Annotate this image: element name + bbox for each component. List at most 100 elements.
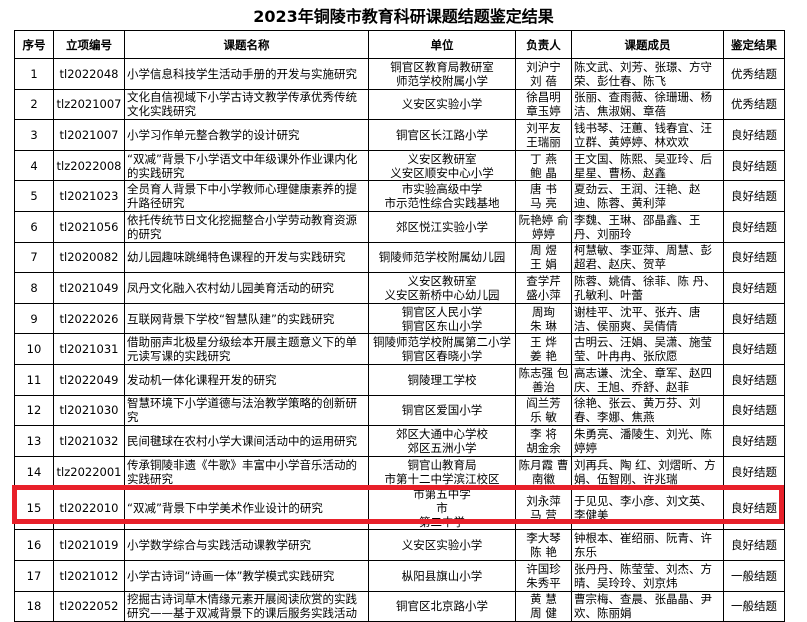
cell-result: 良好结题: [723, 455, 785, 488]
table-row: 1 tl2022048 小学信息科技学生活动手册的开发与实施研究 铜官区教育局教研室 …: [14, 58, 785, 90]
table-row: 12 tl2021030 智慧环境下小学道德与法治教学策略的创新研究 铜官区爱国小学阎…: [14, 394, 785, 427]
cell-members: 徐艳、张云、黄万芬、刘春、李娜、焦燕: [571, 394, 724, 427]
cell-name: 互联网背景下学校“智慧队建”的实践研究: [124, 302, 369, 335]
table-row: 6 tl2021056 依托传统节日文化挖掘整合小学劳动教育资源的研究 郊区悦江实验小…: [14, 210, 785, 243]
cell-code: tl2021019: [53, 529, 125, 561]
cell-name: 传承铜陵非遗《牛歌》丰富中小学音乐活动的实践研究: [124, 455, 369, 488]
cell-no: 4: [14, 149, 54, 182]
cell-unit: 市第五中学 市 第二中学: [368, 486, 516, 531]
cell-unit: 郊区大通中心学校 郊区五洲小学: [368, 425, 516, 457]
cell-code: tl2020082: [53, 241, 125, 274]
table-row: 4 tlz2022008 “双减”背景下小学语文中年级课外作业课内化的实践研究 义安区…: [14, 149, 785, 182]
cell-result: 优秀结题: [723, 58, 785, 90]
cell-name: 民间毽球在农村小学大课间活动中的运用研究: [124, 425, 369, 457]
cell-unit: 铜陵理工学校: [368, 363, 516, 396]
cell-lead: 李大琴 陈 艳: [515, 529, 572, 561]
cell-no: 8: [14, 272, 54, 304]
cell-unit: 义安区实验小学: [368, 529, 516, 561]
header-lead: 负责人: [515, 30, 572, 59]
cell-code: tlz2022001: [53, 455, 125, 488]
cell-lead: 陈月霞 曹南徽: [515, 455, 572, 488]
table-row: 15 tl2022010 “双减”背景下中学美术作业设计的研究 市第五中学 市 第二中…: [14, 486, 785, 531]
cell-code: tl2022010: [53, 486, 125, 531]
cell-members: 柯慧敏、李亚萍、周慧、彭超君、赵庆、贺苹: [571, 241, 724, 274]
cell-lead: 刘平友 王瑞丽: [515, 119, 572, 151]
cell-lead: 刘沪宁 刘 蓓: [515, 58, 572, 90]
table-header-row: 序号 立项编号 课题名称 单位 负责人 课题成员 鉴定结果: [14, 30, 785, 59]
cell-members: 陈蓉、姚倩、徐菲、陈 丹、孔敏利、叶蕾: [571, 272, 724, 304]
table-row: 16 tl2021019 小学数学综合与实践活动课教学研究 义安区实验小学 李大琴 陈 …: [14, 529, 785, 561]
cell-members: 朱勇亮、潘陵生、刘光、陈婷婷: [571, 425, 724, 457]
cell-name: “双减”背景下小学语文中年级课外作业课内化的实践研究: [124, 149, 369, 182]
cell-lead: 徐昌明 章玉婷: [515, 88, 572, 121]
cell-code: tl2021023: [53, 180, 125, 212]
cell-no: 17: [14, 559, 54, 592]
cell-members: 钟根本、崔绍丽、阮青、许东乐: [571, 529, 724, 561]
cell-name: 小学数学综合与实践活动课教学研究: [124, 529, 369, 561]
cell-lead: 王 烨 姜 艳: [515, 333, 572, 365]
cell-no: 3: [14, 119, 54, 151]
cell-no: 18: [14, 590, 54, 622]
cell-no: 7: [14, 241, 54, 274]
cell-result: 良好结题: [723, 149, 785, 182]
cell-code: tl2022048: [53, 58, 125, 90]
header-unit: 单位: [368, 30, 516, 59]
cell-lead: 阮艳婷 俞婷婷: [515, 210, 572, 243]
cell-unit: 铜官区北京路小学: [368, 590, 516, 622]
cell-name: 全员育人背景下中小学教师心理健康素养的提升路径研究: [124, 180, 369, 212]
cell-unit: 铜官区爱国小学: [368, 394, 516, 427]
cell-result: 优秀结题: [723, 88, 785, 121]
cell-no: 2: [14, 88, 54, 121]
cell-code: tl2022052: [53, 590, 125, 622]
table-row: 9 tl2022026 互联网背景下学校“智慧队建”的实践研究 铜官区人民小学 铜官区…: [14, 302, 785, 335]
cell-code: tl2021056: [53, 210, 125, 243]
cell-result: 一般结题: [723, 590, 785, 622]
cell-code: tl2022026: [53, 302, 125, 335]
cell-members: 王文国、陈熙、吴亚玲、后星星、曹杨、赵鑫: [571, 149, 724, 182]
cell-code: tl2021007: [53, 119, 125, 151]
cell-code: tlz2021007: [53, 88, 125, 121]
table-row: 13 tl2021032 民间毽球在农村小学大课间活动中的运用研究 郊区大通中心学校 …: [14, 425, 785, 457]
cell-name: 小学习作单元整合教学的设计研究: [124, 119, 369, 151]
cell-no: 14: [14, 455, 54, 488]
table-row: 11 tl2022049 发动机一体化课程开发的研究 铜陵理工学校 陈志强 包善治 高志谦…: [14, 363, 785, 396]
cell-unit: 铜陵师范学校附属第二小学 铜官区春晓小学: [368, 333, 516, 365]
cell-name: 借助丽声北极星分级绘本开展主题意义下的单元读写课的实践研究: [124, 333, 369, 365]
cell-lead: 唐 书 马 亮: [515, 180, 572, 212]
cell-members: 夏劲云、王润、汪艳、赵迪、陈蓉、黄利萍: [571, 180, 724, 212]
cell-members: 张丹丹、陈莹莹、刘杰、方晴、吴玲玲、刘京炜: [571, 559, 724, 592]
cell-result: 良好结题: [723, 119, 785, 151]
table-row: 14 tlz2022001 传承铜陵非遗《牛歌》丰富中小学音乐活动的实践研究 铜官山教…: [14, 455, 785, 488]
cell-lead: 周珣 朱 琳: [515, 302, 572, 335]
cell-lead: 丁 燕 鲍 晶: [515, 149, 572, 182]
cell-result: 良好结题: [723, 363, 785, 396]
cell-result: 良好结题: [723, 210, 785, 243]
cell-name: 发动机一体化课程开发的研究: [124, 363, 369, 396]
cell-unit: 铜官区长江路小学: [368, 119, 516, 151]
cell-result: 良好结题: [723, 394, 785, 427]
table-row: 3 tl2021007 小学习作单元整合教学的设计研究 铜官区长江路小学 刘平友 王瑞丽…: [14, 119, 785, 151]
cell-name: 凤丹文化融入农村幼儿园美育活动的研究: [124, 272, 369, 304]
cell-members: 钱书琴、汪蕙、钱春宜、汪立群、黄婷婷、林欢欢: [571, 119, 724, 151]
cell-lead: 陈志强 包善治: [515, 363, 572, 396]
cell-unit: 义安区教研室 义安区顺安中心小学: [368, 149, 516, 182]
cell-members: 刘再兵、陶 红、刘熠昕、方娟、伍智刚、许兆瑞: [571, 455, 724, 488]
cell-code: tl2021030: [53, 394, 125, 427]
table-row: 17 tl2021012 小学古诗词“诗画一体”教学模式实践研究 枞阳县旗山小学 许国珍…: [14, 559, 785, 592]
cell-result: 良好结题: [723, 529, 785, 561]
cell-no: 9: [14, 302, 54, 335]
cell-name: 文化自信视域下小学古诗文教学传承优秀传统文化实践研究: [124, 88, 369, 121]
header-members: 课题成员: [571, 30, 724, 59]
cell-name: 智慧环境下小学道德与法治教学策略的创新研究: [124, 394, 369, 427]
cell-lead: 查学芹 盛小萍: [515, 272, 572, 304]
cell-unit: 铜官山教育局 市第十二中学滨江校区: [368, 455, 516, 488]
cell-lead: 李 将 胡金余: [515, 425, 572, 457]
cell-result: 良好结题: [723, 333, 785, 365]
results-table: 序号 立项编号 课题名称 单位 负责人 课题成员 鉴定结果 1 tl2022048…: [14, 30, 785, 622]
cell-unit: 郊区悦江实验小学: [368, 210, 516, 243]
cell-code: tl2021049: [53, 272, 125, 304]
cell-unit: 铜官区教育局教研室 师范学校附属小学: [368, 58, 516, 90]
cell-members: 曹宗梅、查晨、张晶晶、尹欢、陈丽娟: [571, 590, 724, 622]
cell-result: 良好结题: [723, 302, 785, 335]
cell-no: 12: [14, 394, 54, 427]
